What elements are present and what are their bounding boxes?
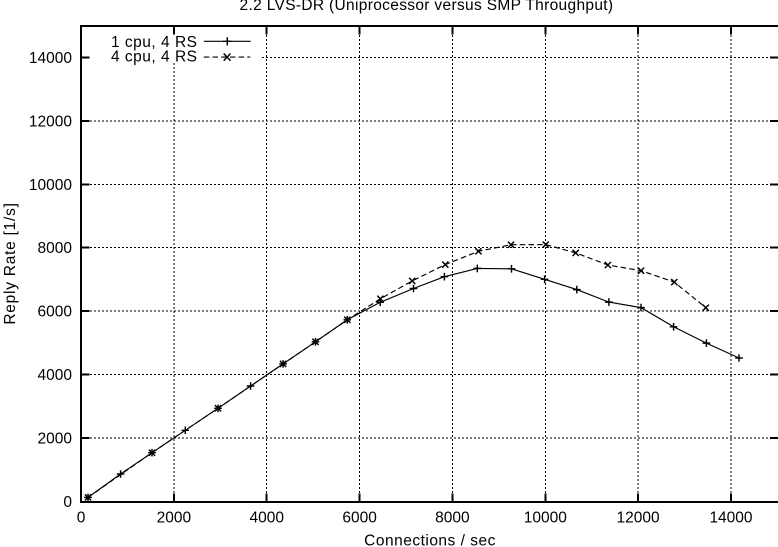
svg-text:2.2 LVS-DR (Uniprocessor versu: 2.2 LVS-DR (Uniprocessor versus SMP Thro… [240, 0, 614, 14]
svg-text:10000: 10000 [29, 177, 72, 194]
svg-text:12000: 12000 [29, 113, 72, 130]
svg-text:0: 0 [63, 494, 72, 511]
svg-text:14000: 14000 [709, 510, 752, 527]
svg-text:10000: 10000 [524, 510, 567, 527]
svg-text:4000: 4000 [249, 510, 284, 527]
svg-text:2000: 2000 [38, 430, 73, 447]
svg-text:2000: 2000 [157, 510, 192, 527]
svg-text:8000: 8000 [435, 510, 470, 527]
svg-text:Reply Rate [1/s]: Reply Rate [1/s] [2, 202, 19, 324]
svg-text:Connections / sec: Connections / sec [364, 533, 496, 547]
svg-text:4 cpu, 4 RS: 4 cpu, 4 RS [111, 49, 198, 66]
svg-text:4000: 4000 [38, 367, 73, 384]
svg-text:1 cpu, 4 RS: 1 cpu, 4 RS [111, 34, 198, 51]
svg-text:14000: 14000 [29, 50, 72, 67]
svg-text:8000: 8000 [38, 240, 73, 257]
svg-text:12000: 12000 [617, 510, 660, 527]
svg-text:6000: 6000 [342, 510, 377, 527]
svg-text:6000: 6000 [38, 304, 73, 321]
svg-text:0: 0 [77, 510, 86, 527]
